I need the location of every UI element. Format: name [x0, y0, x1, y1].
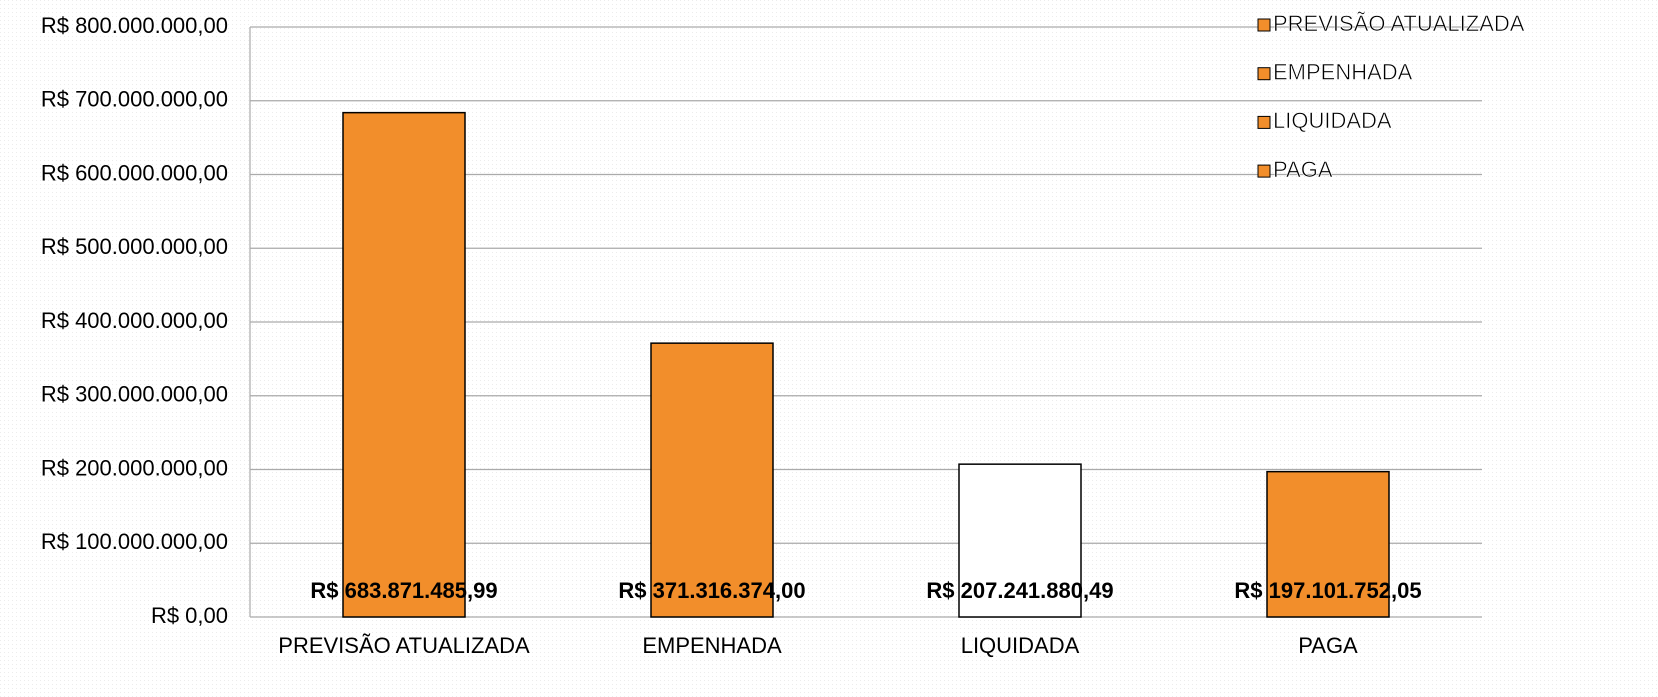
value-label: R$ 207.241.880,49	[926, 578, 1113, 603]
y-tick-label: R$ 300.000.000,00	[41, 382, 228, 407]
y-tick-label: R$ 400.000.000,00	[41, 308, 228, 333]
y-tick-label: R$ 200.000.000,00	[41, 455, 228, 480]
bar	[342, 111, 466, 618]
bar	[958, 463, 1082, 618]
y-tick-label: R$ 100.000.000,00	[41, 529, 228, 554]
y-tick-label: R$ 0,00	[151, 603, 228, 628]
legend-swatch	[1257, 67, 1271, 81]
legend-swatch	[1257, 164, 1271, 178]
x-tick-label: EMPENHADA	[642, 633, 782, 658]
bar	[650, 342, 774, 618]
legend-label: EMPENHADA	[1273, 60, 1413, 85]
y-tick-label: R$ 800.000.000,00	[41, 13, 228, 38]
y-tick-label: R$ 500.000.000,00	[41, 234, 228, 259]
legend-swatch	[1257, 18, 1271, 32]
value-label: R$ 683.871.485,99	[310, 578, 497, 603]
legend-swatch	[1257, 115, 1271, 129]
x-tick-label: PREVISÃO ATUALIZADA	[278, 633, 530, 658]
x-tick-label: LIQUIDADA	[961, 633, 1080, 658]
legend-label: PREVISÃO ATUALIZADA	[1273, 11, 1525, 36]
legend-label: LIQUIDADA	[1273, 108, 1392, 133]
value-label: R$ 197.101.752,05	[1234, 578, 1421, 603]
value-label: R$ 371.316.374,00	[618, 578, 805, 603]
bar	[1266, 470, 1390, 618]
x-tick-label: PAGA	[1298, 633, 1358, 658]
y-tick-label: R$ 700.000.000,00	[41, 87, 228, 112]
y-tick-label: R$ 600.000.000,00	[41, 160, 228, 185]
legend-label: PAGA	[1273, 157, 1333, 182]
